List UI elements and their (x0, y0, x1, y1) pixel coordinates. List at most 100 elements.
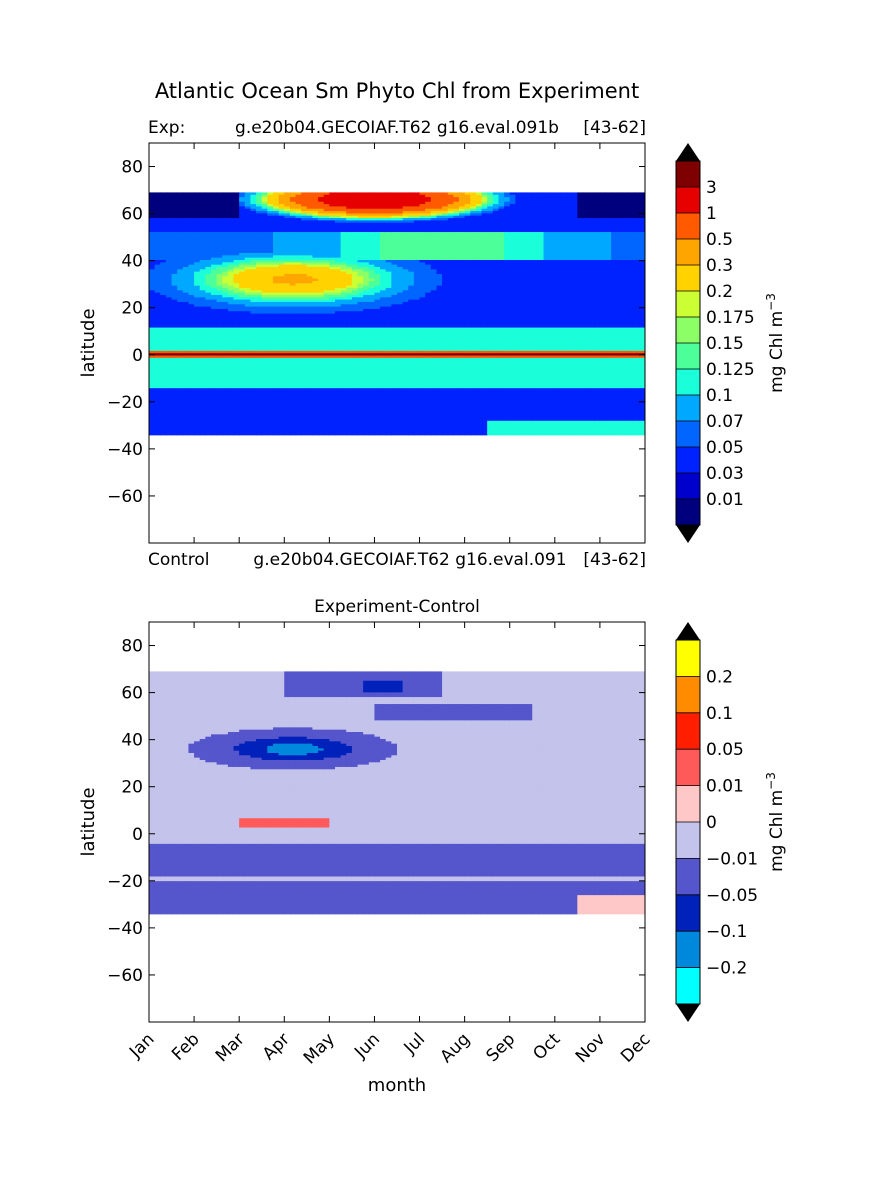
top-field-cell (329, 357, 336, 361)
top-field-cell (391, 395, 398, 399)
top-field-cell (233, 404, 240, 408)
top-field-cell (318, 206, 325, 210)
top-field-cell (284, 199, 291, 203)
top-field-cell (261, 313, 268, 317)
top-field-cell (278, 383, 285, 387)
top-field-cell (227, 336, 235, 340)
top-field-cell (284, 343, 291, 347)
top-field-cell (408, 313, 415, 317)
top-field-cell (177, 329, 184, 333)
top-field-cell (368, 381, 376, 385)
top-field-cell (346, 318, 353, 322)
top-field-cell (278, 299, 285, 303)
top-field-cell (211, 192, 218, 196)
top-field-cell (233, 250, 240, 254)
top-field-cell (211, 406, 218, 410)
top-field-cell (256, 353, 263, 357)
top-field-cell (205, 425, 212, 429)
top-field-cell (413, 294, 421, 298)
top-field-cell (171, 430, 178, 434)
top-field-cell (340, 411, 347, 415)
top-field-cell (402, 413, 409, 417)
top-field-cell (295, 273, 302, 277)
top-field-cell (402, 411, 409, 415)
top-field-cell (357, 406, 364, 410)
top-field-cell (335, 413, 342, 417)
top-field-cell (261, 227, 268, 231)
top-field-cell (329, 271, 336, 275)
top-field-cell (154, 336, 161, 340)
top-field-cell (357, 343, 364, 347)
top-field-cell (171, 239, 178, 242)
top-field-cell (408, 395, 415, 399)
top-field-cell (160, 332, 167, 336)
top-field-cell (188, 432, 195, 436)
top-field-cell (391, 192, 398, 196)
top-field-cell (165, 211, 173, 214)
top-field-cell (397, 246, 404, 249)
top-field-cell (374, 355, 381, 359)
top-field-cell (149, 397, 156, 401)
top-field-cell (205, 325, 212, 329)
top-field-cell (188, 346, 195, 350)
top-field-cell (171, 229, 178, 233)
top-field-cell (340, 318, 347, 322)
top-field-cell (205, 371, 212, 375)
top-field-cell (346, 395, 353, 399)
top-field-cell (227, 308, 235, 312)
top-field-cell (323, 250, 330, 254)
top-field-cell (227, 425, 235, 429)
top-field-cell (222, 346, 229, 350)
top-field-cell (239, 395, 246, 399)
top-field-cell (194, 229, 201, 233)
top-field-cell (194, 273, 201, 277)
top-field-cell (397, 271, 404, 275)
top-field-cell (205, 339, 212, 343)
top-field-cell (329, 329, 336, 333)
top-field-cell (160, 248, 167, 252)
top-field-cell (351, 320, 359, 324)
top-field-cell (211, 364, 218, 368)
top-field-cell (312, 241, 319, 245)
top-field-cell (289, 276, 297, 280)
top-field-cell (199, 360, 206, 364)
top-field-cell (244, 271, 252, 275)
top-field-cell (408, 348, 415, 352)
top-field-cell (171, 294, 178, 298)
top-field-cell (154, 250, 161, 254)
top-field-cell (199, 413, 206, 417)
top-field-cell (340, 211, 347, 214)
top-field-cell (227, 283, 235, 287)
top-field-cell (188, 201, 195, 205)
top-field-cell (391, 388, 398, 392)
top-field-cell (351, 409, 359, 413)
top-field-cell (408, 322, 415, 326)
top-field-cell (194, 350, 201, 354)
top-field-cell (165, 290, 173, 294)
top-field-cell (149, 318, 156, 322)
top-field-cell (244, 378, 252, 382)
top-field-cell (278, 357, 285, 361)
top-field-cell (397, 325, 404, 329)
top-field-cell (363, 197, 370, 200)
top-field-cell (351, 204, 359, 207)
top-field-cell (222, 266, 229, 270)
top-field-cell (284, 376, 291, 380)
top-field-cell (368, 343, 376, 347)
top-field-cell (160, 255, 167, 259)
top-field-cell (301, 322, 308, 326)
top-field-cell (227, 243, 235, 247)
top-field-cell (312, 208, 319, 212)
top-field-cell (149, 229, 156, 233)
top-field-cell (177, 336, 184, 340)
top-field-cell (171, 248, 178, 252)
top-field-cell (211, 201, 218, 205)
top-field-cell (278, 264, 285, 268)
top-field-cell (284, 243, 291, 247)
top-field-cell (397, 248, 404, 252)
top-field-cell (177, 430, 184, 434)
top-field-cell (171, 397, 178, 401)
top-field-cell (160, 427, 167, 431)
top-field-cell (227, 364, 235, 368)
top-field-cell (368, 425, 376, 429)
